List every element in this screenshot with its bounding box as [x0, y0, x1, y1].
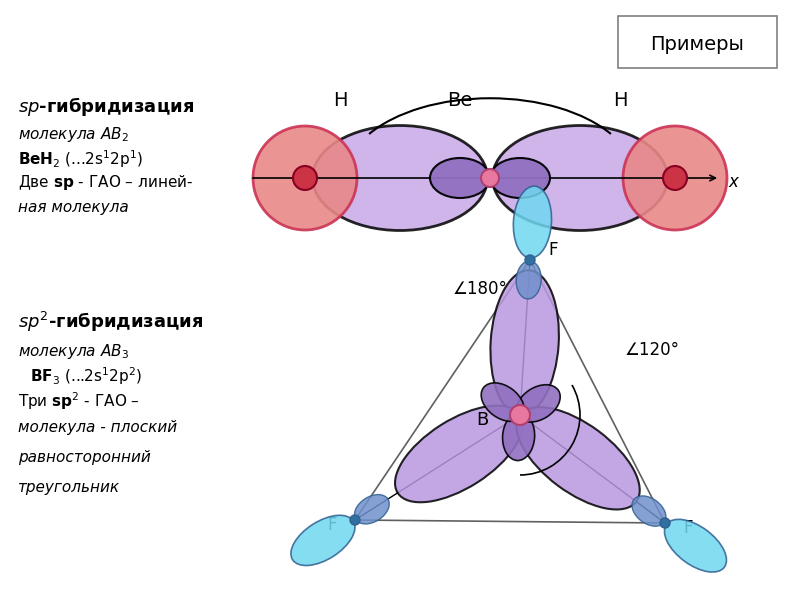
Text: молекула $\mathit{AB}_2$: молекула $\mathit{AB}_2$: [18, 125, 129, 144]
Ellipse shape: [665, 520, 726, 572]
Text: H: H: [333, 91, 347, 109]
Text: Три $\mathbf{sp}^2$ - ГАО –: Три $\mathbf{sp}^2$ - ГАО –: [18, 390, 140, 412]
FancyBboxPatch shape: [618, 16, 777, 68]
Ellipse shape: [632, 496, 666, 526]
Text: ∠180°: ∠180°: [453, 280, 507, 298]
Text: треугольник: треугольник: [18, 480, 120, 495]
Ellipse shape: [430, 158, 490, 198]
Ellipse shape: [517, 407, 640, 509]
Circle shape: [663, 166, 687, 190]
Ellipse shape: [516, 385, 560, 422]
Circle shape: [481, 169, 499, 187]
Ellipse shape: [514, 186, 551, 258]
Text: H: H: [613, 91, 627, 109]
Ellipse shape: [313, 125, 487, 230]
Text: равносторонний: равносторонний: [18, 450, 150, 465]
Ellipse shape: [354, 494, 390, 524]
Text: Be: Be: [447, 91, 473, 109]
Ellipse shape: [481, 383, 524, 421]
Circle shape: [350, 515, 360, 525]
Text: $\mathit{sp}^2$-гибридизация: $\mathit{sp}^2$-гибридизация: [18, 310, 203, 334]
Ellipse shape: [395, 406, 522, 502]
Text: B: B: [476, 411, 488, 429]
Text: $x$: $x$: [728, 173, 741, 191]
Text: ная молекула: ная молекула: [18, 200, 129, 215]
Text: F: F: [683, 519, 693, 537]
Text: F: F: [327, 516, 337, 534]
Ellipse shape: [490, 158, 550, 198]
Text: $\mathbf{BF}_3$ (...2s$^1$2p$^2$): $\mathbf{BF}_3$ (...2s$^1$2p$^2$): [30, 365, 142, 386]
Text: Примеры: Примеры: [650, 35, 744, 55]
Text: F: F: [548, 241, 558, 259]
Circle shape: [623, 126, 727, 230]
Ellipse shape: [516, 261, 542, 299]
Circle shape: [253, 126, 357, 230]
Circle shape: [293, 166, 317, 190]
Text: $\mathit{sp}$-гибридизация: $\mathit{sp}$-гибридизация: [18, 95, 194, 118]
Circle shape: [525, 255, 535, 265]
Text: Две $\mathbf{sp}$ - ГАО – линей-: Две $\mathbf{sp}$ - ГАО – линей-: [18, 173, 193, 192]
Text: ∠120°: ∠120°: [625, 341, 680, 359]
Text: молекула $\mathit{AB}_3$: молекула $\mathit{AB}_3$: [18, 342, 129, 361]
Circle shape: [660, 518, 670, 528]
Ellipse shape: [502, 413, 534, 461]
Ellipse shape: [291, 515, 355, 566]
Text: молекула - плоский: молекула - плоский: [18, 420, 177, 435]
Text: $\mathbf{BeH}_2$ (...2s$^1$2p$^1$): $\mathbf{BeH}_2$ (...2s$^1$2p$^1$): [18, 148, 143, 170]
Ellipse shape: [493, 125, 667, 230]
Circle shape: [510, 405, 530, 425]
Ellipse shape: [490, 270, 559, 415]
